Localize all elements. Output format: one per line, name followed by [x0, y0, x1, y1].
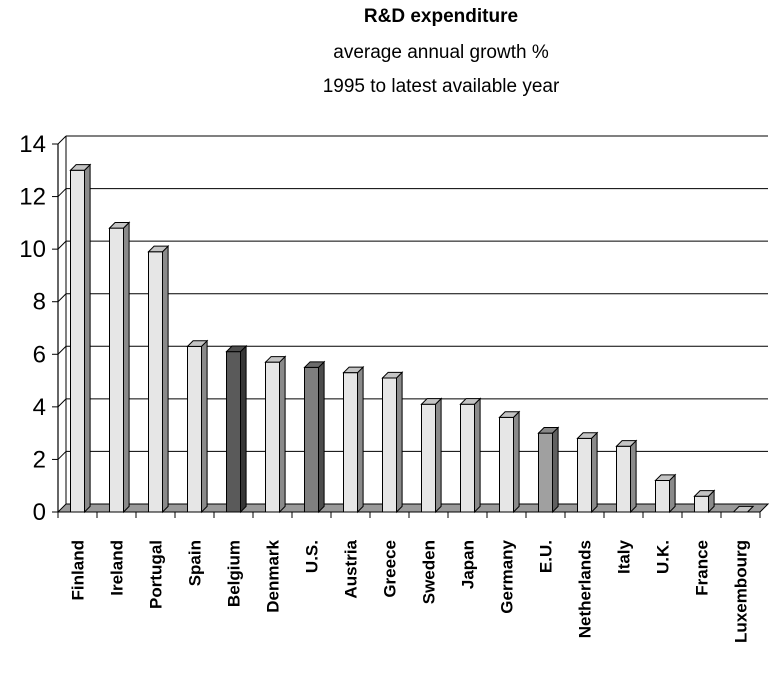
x-tick-label: Belgium [225, 540, 244, 607]
gridline-connector [57, 451, 67, 460]
bar [382, 377, 397, 513]
bar [577, 437, 592, 513]
bar-side [669, 473, 676, 514]
bar-top [576, 432, 599, 439]
bar-side [201, 339, 208, 514]
bar-top [498, 411, 521, 418]
x-tick-label: Luxembourg [732, 540, 751, 643]
y-tick-label: 4 [33, 394, 46, 421]
gridline-connector [57, 293, 67, 303]
bar-side [240, 344, 247, 514]
x-tick-label: Sweden [420, 540, 439, 604]
bar-side [123, 221, 130, 514]
chart-title: R&D expenditure [363, 6, 519, 27]
chart-subtitle-line-1: average annual growth % [333, 42, 549, 63]
bar [499, 416, 514, 513]
bar-side [591, 431, 598, 514]
bar [226, 351, 241, 513]
bar [694, 495, 709, 513]
gridline-connector [57, 135, 67, 145]
y-tick-label: 0 [33, 499, 46, 526]
x-tick-label: E.U. [537, 540, 556, 573]
bar-side [396, 371, 403, 514]
bar [343, 372, 358, 513]
gridline-connector [57, 240, 67, 250]
chart-subtitle-line-2: 1995 to latest available year [322, 76, 560, 97]
bar-side [357, 365, 364, 514]
gridline-connector [57, 345, 67, 355]
x-tick-label: Denmark [264, 539, 283, 612]
x-tick-label: U.K. [654, 540, 673, 574]
x-tick-label: Ireland [108, 540, 127, 596]
bar-top [537, 427, 560, 434]
bar-top [459, 398, 482, 405]
bar-top [342, 366, 365, 374]
y-tick-label: 10 [19, 236, 46, 263]
bar [616, 445, 631, 513]
bar [109, 227, 124, 513]
x-tick-label: Greece [381, 540, 400, 598]
bar [187, 345, 202, 513]
bar-side [513, 410, 520, 514]
x-tick-label: Germany [498, 539, 517, 613]
bar-top [225, 345, 248, 353]
y-tick-label: 6 [33, 341, 46, 368]
bar-top [264, 356, 287, 363]
bar-side [318, 360, 325, 514]
x-tick-label: Italy [615, 539, 634, 574]
bar [421, 403, 436, 513]
bar-side [162, 244, 169, 514]
bar-top [381, 371, 404, 379]
bar-side [84, 163, 91, 514]
y-tick-label: 2 [33, 446, 46, 473]
bar [265, 361, 280, 513]
bar-side [630, 439, 637, 514]
y-tick-label: 12 [19, 184, 46, 211]
bar-top [693, 490, 716, 497]
gridline-connector [57, 398, 67, 408]
bar [655, 479, 670, 513]
bar-side [474, 397, 481, 514]
bar [538, 432, 553, 513]
bar-top [303, 361, 326, 368]
bar-top [420, 398, 443, 405]
bar [460, 403, 475, 513]
bar-top [732, 505, 755, 513]
bar-side [279, 355, 286, 514]
x-tick-label: Portugal [147, 540, 166, 609]
bar-top [147, 245, 170, 253]
x-tick-label: Austria [342, 539, 361, 598]
bar-top [186, 340, 209, 347]
x-tick-label: Japan [459, 540, 478, 589]
bar-top [69, 164, 92, 171]
x-tick-label: France [693, 540, 712, 596]
bar [148, 251, 163, 513]
bar-side [552, 426, 559, 514]
x-tick-label: Finland [69, 540, 88, 600]
x-tick-label: Spain [186, 540, 205, 586]
bar-top [654, 474, 677, 481]
y-tick-label: 14 [19, 131, 46, 158]
x-tick-label: Netherlands [576, 540, 595, 638]
bar [70, 169, 85, 513]
y-tick-label: 8 [33, 289, 46, 316]
gridline-connector [57, 188, 67, 197]
x-tick-label: U.S. [303, 540, 322, 573]
bar-top [615, 440, 638, 447]
bar-top [108, 222, 131, 229]
bar [304, 366, 319, 513]
bar-side [435, 397, 442, 514]
